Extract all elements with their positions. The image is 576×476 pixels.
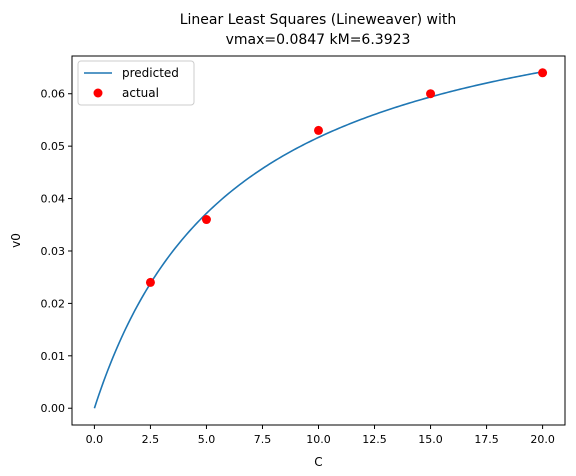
chart-title-line-2: vmax=0.0847 kM=6.3923 (226, 32, 411, 48)
predicted-line (93, 71, 543, 409)
legend-actual-swatch (93, 88, 103, 98)
y-tick-label: 0.00 (41, 402, 66, 415)
y-tick-label: 0.03 (41, 245, 66, 258)
actual-point (145, 277, 155, 287)
y-tick-label: 0.06 (41, 88, 66, 101)
actual-point (314, 125, 323, 135)
x-tick-label: 17.5 (474, 433, 499, 446)
y-tick-label: 0.02 (41, 297, 66, 310)
y-axis-label: v0 (9, 233, 23, 248)
legend: predicted actual (77, 60, 195, 106)
y-tick-label: 0.04 (41, 193, 66, 206)
actual-point (426, 89, 436, 99)
x-tick-label: 2.5 (142, 433, 160, 446)
y-axis-ticks: 0.00 0.01 0.02 0.03 0.04 0.05 0.06 (41, 88, 72, 415)
plot-frame (71, 55, 566, 426)
x-tick-label: 10.0 (306, 433, 331, 446)
x-tick-label: 5.0 (198, 433, 216, 446)
x-axis-label: C (314, 455, 322, 469)
x-tick-label: 12.5 (362, 433, 387, 446)
legend-predicted-label: predicted (122, 66, 179, 80)
x-tick-label: 15.0 (418, 433, 443, 446)
x-tick-label: 0.0 (86, 433, 104, 446)
x-axis-ticks: 0.0 2.5 5.0 7.5 10.0 12.5 15.0 17.5 20.0 (86, 425, 555, 446)
y-tick-label: 0.05 (41, 140, 66, 153)
y-tick-label: 0.01 (41, 350, 66, 363)
actual-point (538, 68, 548, 78)
chart-title-line-1: Linear Least Squares (Lineweaver) with (180, 12, 457, 28)
legend-actual-label: actual (122, 86, 159, 100)
legend-box (77, 60, 195, 106)
x-tick-label: 20.0 (530, 433, 555, 446)
x-tick-label: 7.5 (254, 433, 272, 446)
actual-point (201, 215, 211, 225)
chart-title: Linear Least Squares (Lineweaver) with v… (180, 12, 457, 48)
